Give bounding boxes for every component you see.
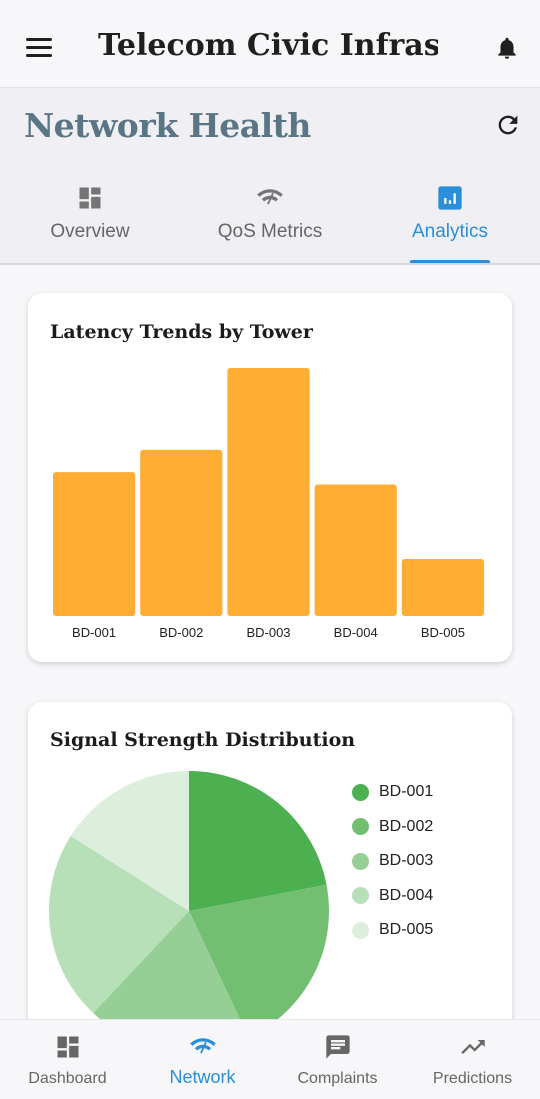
tab-overview[interactable]: Overview [0,178,180,264]
x-tick-label: BD-001 [72,625,116,640]
app-bar: Telecom Civic Infrastr... [0,0,540,88]
legend-swatch [352,921,369,939]
legend-label: BD-005 [379,921,434,939]
dashboard-icon [79,187,101,209]
analytics-icon [438,186,462,210]
nav-label: Predictions [432,1070,513,1087]
pie-slice-bd-004 [49,835,190,1014]
tab-label: QoS Metrics [217,221,323,242]
bar-bd-001 [53,472,136,616]
page-title: Network Health [24,106,311,145]
chart-legend: BD-001 BD-002 BD-003 BD-004 BD-005 [352,775,433,948]
legend-label: BD-003 [379,852,434,870]
nav-dashboard[interactable]: Dashboard [0,1020,135,1099]
legend-swatch [352,818,369,836]
tab-bar: Overview QoS Metrics Analytics [0,178,540,264]
bar-bd-003 [227,368,310,616]
wifi-icon [190,1038,216,1054]
chart-title: Latency Trends by Tower [50,321,313,343]
legend-item: BD-001 [352,775,433,810]
chart-title: Signal Strength Distribution [50,729,356,751]
legend-label: BD-004 [379,886,434,904]
nav-label: Complaints [297,1070,378,1087]
bell-icon[interactable] [494,34,520,62]
pie-slice-bd-001 [189,771,327,911]
x-tick-label: BD-003 [246,625,290,640]
trending-up-icon [461,1040,485,1054]
legend-label: BD-002 [379,817,434,835]
bottom-navigation: Dashboard Network Complaints Predictions [0,1019,540,1099]
signal-chart-card: Signal Strength Distribution BD-001 BD-00… [28,702,512,1099]
pie-slice-bd-005 [70,771,189,911]
legend-swatch [352,887,369,905]
nav-predictions[interactable]: Predictions [405,1020,540,1099]
x-tick-label: BD-002 [159,625,203,640]
latency-chart-card: Latency Trends by Tower BD-001 BD-002 BD-0… [28,293,512,662]
legend-item: BD-004 [352,879,433,914]
latency-bar-chart: BD-001 BD-002 BD-003 BD-004 BD-005 [53,368,484,640]
signal-pie-chart [49,771,329,1051]
bar-bd-005 [401,558,484,616]
dashboard-icon [57,1036,79,1058]
legend-swatch [352,783,369,801]
legend-swatch [352,852,369,870]
nav-complaints[interactable]: Complaints [270,1020,405,1099]
x-tick-label: BD-004 [334,625,378,640]
refresh-icon[interactable] [494,111,522,139]
active-tab-indicator [410,260,490,264]
hamburger-menu-icon[interactable] [26,38,52,58]
tab-qos-metrics[interactable]: QoS Metrics [180,178,360,264]
x-tick-label: BD-005 [421,625,465,640]
legend-item: BD-005 [352,913,433,948]
tab-label: Analytics [411,221,489,242]
tab-label: Overview [50,221,130,242]
network-check-icon [257,189,283,205]
nav-network[interactable]: Network [135,1020,270,1099]
header-divider [0,263,540,265]
tab-analytics[interactable]: Analytics [360,178,540,264]
bar-bd-002 [140,449,223,616]
nav-label: Network [169,1067,236,1087]
pie-slice-bd-002 [189,884,329,1038]
pie-slice-bd-003 [93,911,249,1051]
legend-item: BD-003 [352,844,433,879]
legend-item: BD-002 [352,810,433,845]
legend-label: BD-001 [379,783,434,801]
bar-bd-004 [314,484,397,616]
chat-icon [326,1035,350,1059]
section-header: Network Health Overview QoS Metrics A [0,88,540,264]
nav-label: Dashboard [28,1070,107,1087]
app-title: Telecom Civic Infrastr... [98,28,438,63]
